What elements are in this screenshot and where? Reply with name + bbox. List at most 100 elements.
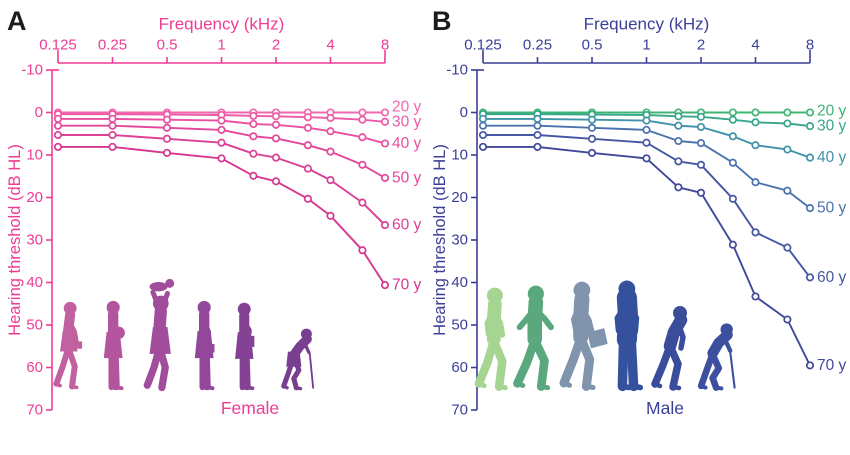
data-point xyxy=(642,154,651,163)
man-with-briefcase-icon xyxy=(559,281,608,391)
data-point xyxy=(728,132,737,141)
y-tick-label: 40 xyxy=(26,274,43,291)
series-label-70y: 70 y xyxy=(392,277,422,294)
mother-lifting-baby-icon xyxy=(143,278,175,392)
series-label-30y: 30 y xyxy=(392,113,422,130)
data-point xyxy=(587,148,597,157)
data-point xyxy=(751,292,760,301)
chart-B: B 0.125 0.25 0.5 1 2 4 8 Frequency (kHz) -10 0 10 20… xyxy=(431,6,847,419)
silhouette-group xyxy=(53,278,315,392)
x-tick-label: 4 xyxy=(751,37,759,54)
data-point xyxy=(380,281,390,290)
data-point xyxy=(303,141,312,150)
series-line-70y xyxy=(483,145,811,366)
data-point xyxy=(271,177,281,186)
data-point xyxy=(53,130,63,140)
x-tick-label: 0.5 xyxy=(582,37,603,54)
y-tick-label: 20 xyxy=(26,189,43,206)
series-50y xyxy=(53,121,390,182)
data-point xyxy=(162,148,172,157)
x-tick-label: 1 xyxy=(642,37,650,54)
series-label-20y: 20 y xyxy=(392,98,422,115)
data-point xyxy=(162,134,172,143)
data-point xyxy=(587,115,597,124)
panel-b-male: B 0.125 0.25 0.5 1 2 4 8 Frequency (kHz) -10 0 10 20… xyxy=(425,0,850,455)
data-point xyxy=(249,119,258,129)
data-point xyxy=(674,183,683,192)
y-tick-label: 20 xyxy=(451,189,468,206)
data-point xyxy=(533,130,542,140)
data-point xyxy=(728,240,737,249)
series-line-30y xyxy=(58,113,386,123)
data-point xyxy=(326,147,335,156)
series-70y xyxy=(53,142,390,290)
data-point xyxy=(751,118,760,127)
y-tick-label: 40 xyxy=(451,274,468,291)
data-point xyxy=(696,139,706,148)
data-point xyxy=(696,122,706,132)
data-point xyxy=(587,123,597,132)
chart-A: A 0.125 0.25 0.5 1 2 4 8 Frequency (kHz) -10 0 10 20… xyxy=(6,6,422,419)
data-point xyxy=(696,188,706,197)
data-point xyxy=(805,273,815,282)
x-tick-label: 8 xyxy=(806,37,814,54)
elderly-woman-cane-icon xyxy=(281,328,315,391)
y-tick-label: 30 xyxy=(26,232,43,249)
data-point xyxy=(696,160,706,169)
data-point xyxy=(249,111,258,120)
series-label-60y: 60 y xyxy=(392,217,422,234)
y-tick-label: 70 xyxy=(451,402,468,419)
man-walking-icon xyxy=(513,285,554,391)
data-point xyxy=(303,123,312,132)
data-point xyxy=(696,112,706,121)
data-point xyxy=(380,173,390,182)
series-line-60y xyxy=(58,134,386,226)
panel-a-female: A 0.125 0.25 0.5 1 2 4 8 Frequency (kHz) -10 0 10 20… xyxy=(6,6,422,419)
y-axis-title: Hearing threshold (dB HL) xyxy=(431,144,449,336)
y-tick-label: 0 xyxy=(460,104,468,121)
data-point xyxy=(358,198,367,207)
data-point xyxy=(271,153,281,162)
elderly-man-cane-icon xyxy=(697,323,736,391)
y-tick-label: -10 xyxy=(21,62,43,79)
x-tick-label: 0.25 xyxy=(523,37,552,54)
x-tick-label: 0.25 xyxy=(98,37,127,54)
data-point xyxy=(751,141,760,150)
young-woman-walking-icon xyxy=(53,301,83,390)
data-point xyxy=(358,246,367,255)
y-tick-label: 60 xyxy=(26,359,43,376)
y-tick-label: 10 xyxy=(26,147,43,164)
data-point xyxy=(53,142,63,151)
woman-with-handbag-icon xyxy=(194,300,215,391)
series-line-70y xyxy=(58,145,386,286)
x-axis-title: Frequency (kHz) xyxy=(584,15,710,34)
data-point xyxy=(805,108,815,117)
data-point xyxy=(674,112,683,121)
y-tick-label: 0 xyxy=(35,104,43,121)
data-point xyxy=(805,122,815,131)
data-point xyxy=(642,125,651,134)
data-point xyxy=(728,194,737,203)
x-axis: 0.125 0.25 0.5 1 2 4 8 Frequency (kHz) xyxy=(464,15,814,64)
data-point xyxy=(674,157,683,166)
series-label-40y: 40 y xyxy=(392,135,422,152)
data-point xyxy=(303,113,312,122)
series-label-70y: 70 y xyxy=(817,357,847,374)
data-point xyxy=(751,108,760,117)
data-point xyxy=(783,243,792,252)
data-point xyxy=(751,228,760,237)
data-point xyxy=(805,361,815,370)
data-point xyxy=(358,108,367,117)
data-point xyxy=(674,136,683,146)
data-point xyxy=(358,133,367,142)
data-point xyxy=(642,116,651,125)
woman-holding-book-icon xyxy=(235,302,255,391)
data-point xyxy=(217,125,226,134)
middle-aged-man-icon xyxy=(614,280,644,392)
data-point xyxy=(249,132,258,141)
young-man-walking-icon xyxy=(474,287,508,391)
series-60y xyxy=(478,130,815,282)
data-point xyxy=(162,115,172,124)
x-tick-label: 0.125 xyxy=(39,37,77,54)
